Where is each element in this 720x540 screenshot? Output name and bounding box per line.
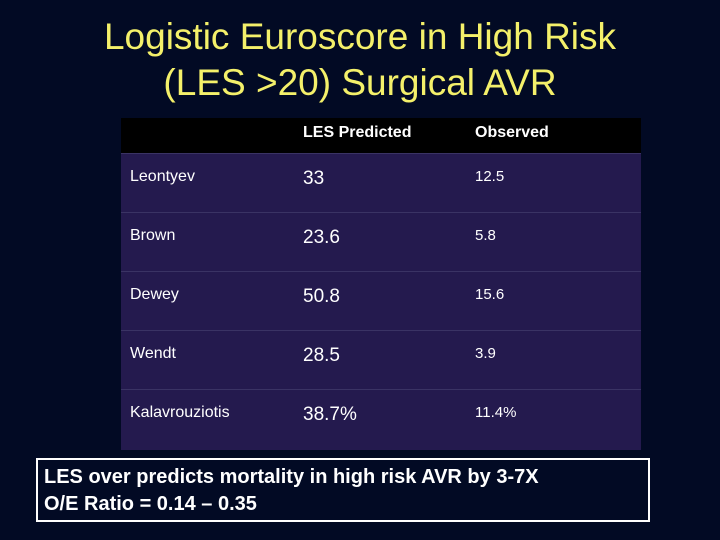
table-row: Brown 23.6 5.8 bbox=[121, 212, 641, 271]
study-name: Leontyev bbox=[130, 168, 195, 185]
header-les-predicted: LES Predicted bbox=[303, 124, 412, 141]
les-predicted-value: 38.7% bbox=[303, 404, 357, 425]
study-name: Dewey bbox=[130, 286, 179, 303]
title-line-2: (LES >20) Surgical AVR bbox=[163, 62, 557, 103]
study-name: Wendt bbox=[130, 345, 176, 362]
observed-value: 5.8 bbox=[475, 227, 496, 244]
header-observed: Observed bbox=[475, 124, 549, 141]
les-predicted-value: 33 bbox=[303, 168, 325, 189]
table-row: Leontyev 33 12.5 bbox=[121, 153, 641, 212]
conclusion-line-1: LES over predicts mortality in high risk… bbox=[44, 466, 539, 488]
study-name: Kalavrouziotis bbox=[130, 404, 230, 421]
table-header-row: LES Predicted Observed bbox=[121, 118, 641, 153]
observed-value: 11.4% bbox=[475, 404, 517, 421]
les-comparison-table: LES Predicted Observed Leontyev 33 12.5 … bbox=[121, 118, 641, 450]
slide-title: Logistic Euroscore in High Risk (LES >20… bbox=[0, 14, 720, 106]
table-row: Wendt 28.5 3.9 bbox=[121, 330, 641, 389]
observed-value: 3.9 bbox=[475, 345, 496, 362]
conclusion-line-2: O/E Ratio = 0.14 – 0.35 bbox=[44, 493, 257, 515]
table-row: Kalavrouziotis 38.7% 11.4% bbox=[121, 389, 641, 448]
conclusion-box: LES over predicts mortality in high risk… bbox=[36, 458, 650, 522]
study-name: Brown bbox=[130, 227, 176, 244]
observed-value: 12.5 bbox=[475, 168, 505, 185]
les-predicted-value: 28.5 bbox=[303, 345, 340, 366]
les-predicted-value: 50.8 bbox=[303, 286, 340, 307]
title-line-1: Logistic Euroscore in High Risk bbox=[103, 16, 617, 57]
observed-value: 15.6 bbox=[475, 286, 505, 303]
les-predicted-value: 23.6 bbox=[303, 227, 340, 248]
table-row: Dewey 50.8 15.6 bbox=[121, 271, 641, 330]
